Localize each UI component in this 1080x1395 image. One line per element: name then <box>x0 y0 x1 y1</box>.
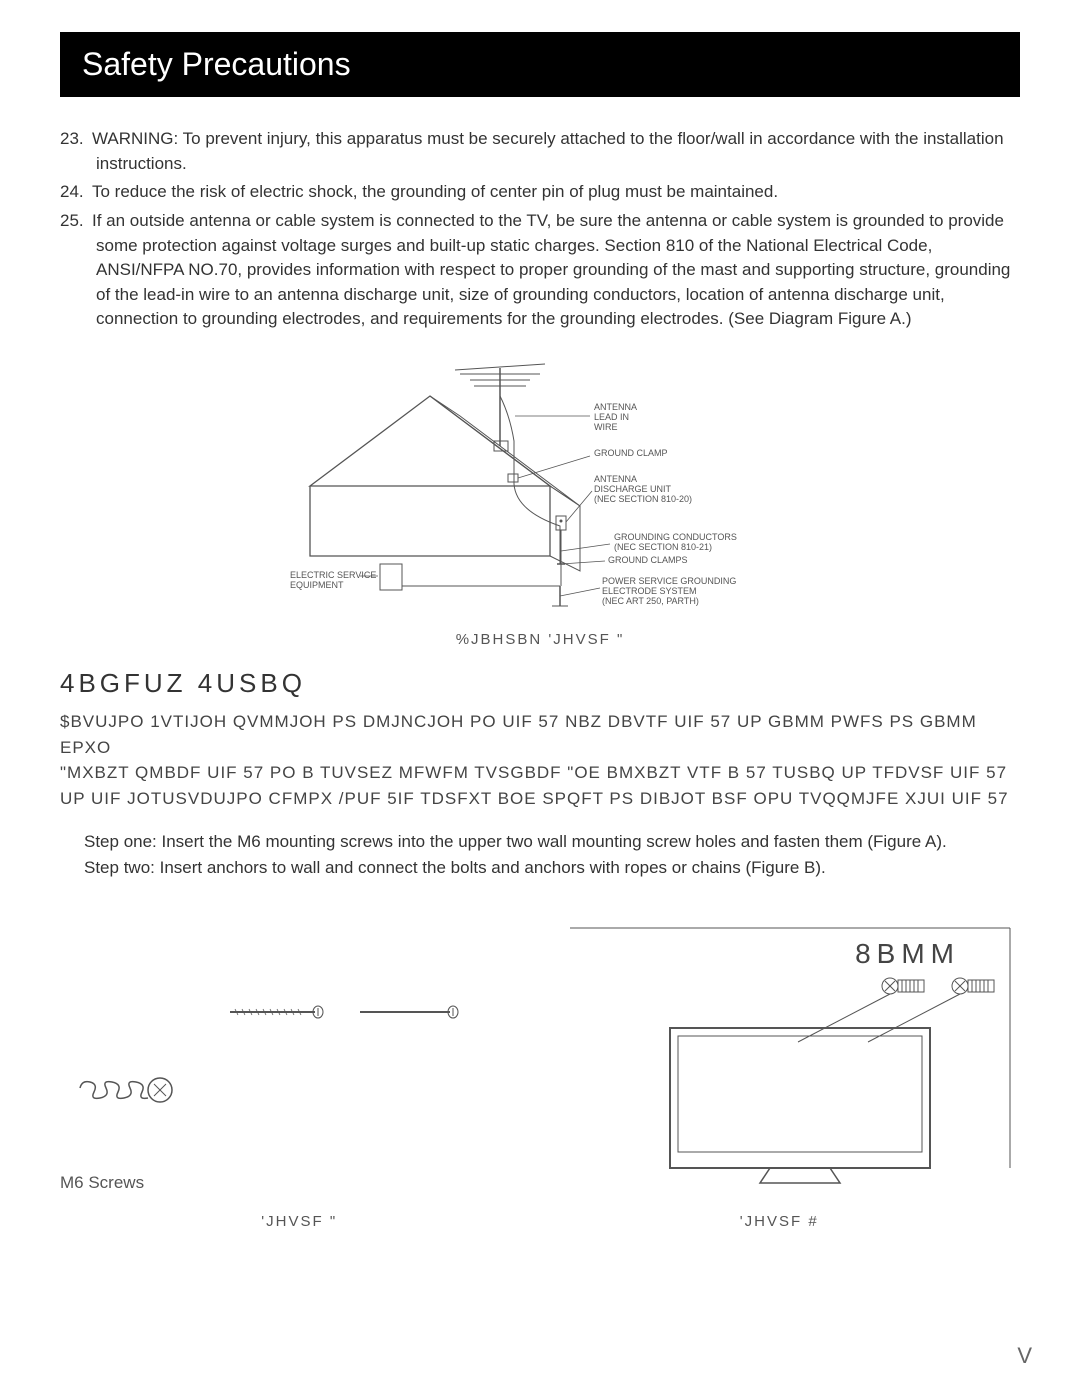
item-text: If an outside antenna or cable system is… <box>92 211 1010 329</box>
item-text: WARNING: To prevent injury, this apparat… <box>92 129 1004 173</box>
safety-strap-paragraph: $BVUJPO 1VTIJOH QVMMJOH PS DMJNCJOH PO U… <box>60 709 1020 811</box>
label-power-service: POWER SERVICE GROUNDING ELECTRODE SYSTEM… <box>602 576 739 606</box>
label-discharge: ANTENNA DISCHARGE UNIT (NEC SECTION 810-… <box>594 474 692 504</box>
item-number: 25. <box>60 209 92 234</box>
list-item: 23.WARNING: To prevent injury, this appa… <box>60 127 1020 176</box>
item-text: To reduce the risk of electric shock, th… <box>92 182 778 201</box>
step-two: Step two: Insert anchors to wall and con… <box>84 855 1020 881</box>
safety-list: 23.WARNING: To prevent injury, this appa… <box>60 127 1020 332</box>
safety-strap-title: 4BGFUZ 4USBQ <box>60 668 1020 699</box>
page-container: Safety Precautions 23.WARNING: To preven… <box>0 0 1080 1270</box>
figure-a: M6 Screws <box>60 978 482 1193</box>
page-title: Safety Precautions <box>82 46 351 82</box>
m6-screws-label: M6 Screws <box>60 1173 482 1193</box>
header-bar: Safety Precautions <box>60 32 1020 97</box>
list-item: 25.If an outside antenna or cable system… <box>60 209 1020 332</box>
steps: Step one: Insert the M6 mounting screws … <box>84 829 1020 882</box>
page-number: V <box>1017 1343 1032 1369</box>
diagram-svg: ANTENNA LEAD IN WIRE GROUND CLAMP ANTENN… <box>260 356 820 616</box>
label-electric-service: ELECTRIC SERVICE EQUIPMENT <box>290 570 379 590</box>
label-conductors: GROUNDING CONDUCTORS (NEC SECTION 810-21… <box>614 532 739 552</box>
figure-a-caption: 'JHVSF " <box>261 1213 337 1230</box>
figure-a-svg <box>60 978 480 1158</box>
diagram-caption: %JBHSBN 'JHVSF " <box>60 631 1020 648</box>
figures-row: M6 Screws 8BMM <box>60 908 1020 1193</box>
para-line: $BVUJPO 1VTIJOH QVMMJOH PS DMJNCJOH PO U… <box>60 709 1020 760</box>
item-number: 24. <box>60 180 92 205</box>
label-ground-clamp: GROUND CLAMP <box>594 448 668 458</box>
label-antenna-lead: ANTENNA LEAD IN WIRE <box>594 402 639 432</box>
label-ground-clamps: GROUND CLAMPS <box>608 555 688 565</box>
figure-b-caption: 'JHVSF # <box>740 1213 819 1230</box>
wall-label: 8BMM <box>855 938 960 970</box>
para-line: UP UIF JOTUSVDUJPO CFMPX /PUF 5IF TDSFXT… <box>60 786 1020 812</box>
figure-captions: 'JHVSF " 'JHVSF # <box>60 1213 1020 1230</box>
figure-b: 8BMM <box>540 908 1020 1193</box>
para-line: "MXBZT QMBDF UIF 57 PO B TUVSEZ MFWFM TV… <box>60 760 1020 786</box>
grounding-diagram: ANTENNA LEAD IN WIRE GROUND CLAMP ANTENN… <box>60 356 1020 621</box>
step-one: Step one: Insert the M6 mounting screws … <box>84 829 1020 855</box>
list-item: 24.To reduce the risk of electric shock,… <box>60 180 1020 205</box>
item-number: 23. <box>60 127 92 152</box>
